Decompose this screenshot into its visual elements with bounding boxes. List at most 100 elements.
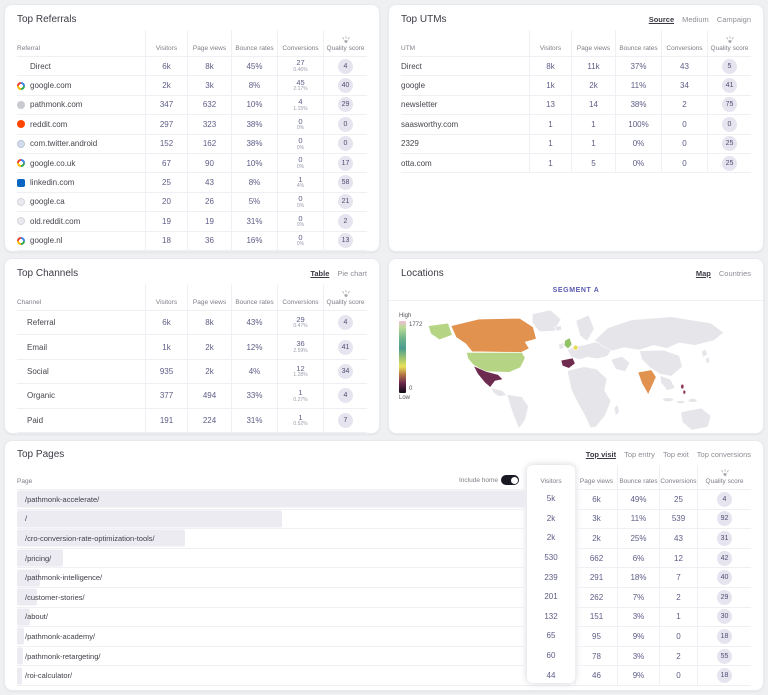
column-header-conversions: Conversions (661, 30, 707, 56)
visitors-value: 8k (529, 56, 571, 76)
page-row[interactable]: /roi-calculator/ 44 46 9% 0 18 (17, 665, 751, 685)
channel-row[interactable]: Paid 191 224 31% 1 0.52% 7 (17, 407, 367, 432)
utm-label: saasworthy.com (401, 119, 459, 129)
page-row[interactable]: /cro-conversion-rate-optimization-tools/… (17, 528, 751, 548)
conversions-value: 1 (298, 174, 303, 184)
column-header-page: Page (17, 478, 33, 485)
utm-row[interactable]: otta.com 1 5 0% 0 25 (401, 152, 751, 173)
column-header-conversions: Conversions (277, 30, 323, 56)
visitors-value: 1k (529, 75, 571, 95)
map-country-netherlands[interactable] (572, 344, 579, 351)
referral-row[interactable]: Direct 6k 8k 45% 27 0.46% 4 (17, 56, 367, 76)
page-views-value: 323 (187, 114, 231, 134)
utm-row[interactable]: newsletter 13 14 38% 2 75 (401, 94, 751, 115)
include-home-label: Include home (458, 476, 498, 484)
referral-row[interactable]: reddit.com 297 323 38% 0 0% 0 (17, 114, 367, 134)
utm-row[interactable]: Direct 8k 11k 37% 43 5 (401, 56, 751, 76)
page-row[interactable]: /customer-stories/ 201 262 7% 2 29 (17, 586, 751, 607)
pages-table: Page Include home Visitors Page views Bo… (5, 465, 763, 686)
utm-row[interactable]: google 1k 2k 11% 34 41 (401, 75, 751, 95)
page-row[interactable]: / 2k 3k 11% 539 92 (17, 508, 751, 529)
bounce-rate-value: 11% (615, 75, 661, 95)
referral-row[interactable]: pathmonk.com 347 632 10% 4 1.15% 29 (17, 94, 367, 115)
conversions-percent: 0.47% (293, 323, 308, 330)
referral-row[interactable]: google.com 2k 3k 8% 45 2.17% 40 (17, 75, 367, 95)
dashboard: Top Referrals Referral Visitors Page vie… (4, 4, 764, 691)
page-row[interactable]: /pricing/ 530 662 6% 12 42 (17, 547, 751, 568)
referral-row[interactable]: google.nl 18 36 16% 0 0% 13 (17, 230, 367, 250)
tab-medium[interactable]: Medium (682, 15, 709, 24)
page-visitors-bar (17, 667, 22, 685)
map-country-alaska[interactable] (428, 322, 453, 341)
page-row[interactable]: /pathmonk-intelligence/ 239 291 18% 7 40 (17, 567, 751, 587)
map-country-mexico[interactable] (473, 365, 504, 388)
channel-row[interactable]: Referral 6k 8k 43% 29 0.47% 4 (17, 310, 367, 335)
referral-row[interactable]: old.reddit.com 19 19 31% 0 0% 2 (17, 211, 367, 231)
referral-favicon (17, 178, 25, 187)
tab-pie-chart[interactable]: Pie chart (337, 269, 367, 278)
tab-map[interactable]: Map (695, 269, 711, 278)
visitors-value: 2k (546, 513, 556, 523)
tab-campaign[interactable]: Campaign (716, 15, 751, 24)
map-country-uk[interactable] (563, 337, 573, 350)
conversions-percent: 0% (296, 241, 305, 248)
page-views-value: 43 (187, 172, 231, 192)
page-views-value: 2k (187, 334, 231, 359)
referral-row[interactable]: linkedin.com 25 43 8% 1 4% 58 (17, 172, 367, 192)
conversions-value: 1 (298, 412, 303, 422)
tab-top-exit[interactable]: Top exit (662, 450, 689, 459)
conversions-percent: 0.46% (293, 66, 308, 73)
referral-row[interactable]: google.ca 20 26 5% 0 0% 21 (17, 191, 367, 212)
bounce-rate-value: 45% (231, 56, 277, 76)
quality-score-badge: 29 (717, 589, 732, 605)
conversions-value: 27 (296, 58, 305, 68)
top-utms-panel: Top UTMs Source Medium Campaign UTM Visi… (388, 4, 764, 252)
tab-top-entry[interactable]: Top entry (624, 450, 655, 459)
include-home-toggle[interactable] (501, 475, 519, 485)
map-scandinavia (575, 314, 595, 342)
map-country-canada[interactable] (450, 318, 537, 353)
utm-row[interactable]: 2329 1 1 0% 0 25 (401, 133, 751, 153)
visitors-value: 6k (145, 310, 187, 335)
channels-table: Channel Visitors Page views Bounce rates… (5, 284, 379, 433)
map-country-india[interactable] (637, 369, 657, 396)
tab-source[interactable]: Source (648, 15, 675, 24)
tab-countries[interactable]: Countries (718, 269, 751, 278)
channel-row[interactable]: Email 1k 2k 12% 36 2.59% 41 (17, 334, 367, 359)
referral-row[interactable]: google.co.uk 67 90 10% 0 0% 17 (17, 152, 367, 173)
channel-row[interactable]: Organic 377 494 33% 1 0.27% 4 (17, 383, 367, 408)
quality-score-badge: 42 (717, 550, 732, 566)
page-views-value: 8k (187, 56, 231, 76)
bounce-rate-value: 3% (617, 606, 659, 627)
visitors-value: 5k (546, 494, 556, 504)
map-indonesia (662, 397, 674, 402)
map-australia (680, 407, 712, 431)
page-row[interactable]: /pathmonk-accelerate/ 5k 6k 49% 25 4 (17, 489, 751, 509)
quality-score-badge: 34 (338, 363, 353, 379)
visitors-value: 25 (145, 172, 187, 192)
page-row[interactable]: /about/ 132 151 3% 1 30 (17, 606, 751, 627)
quality-score-badge: 4 (717, 491, 732, 507)
page-row[interactable]: /pathmonk-academy/ 65 95 9% 0 18 (17, 626, 751, 646)
map-country-philippines[interactable] (680, 383, 685, 390)
pages-table-header: Page Include home Visitors Page views Bo… (17, 465, 751, 489)
tab-top-conversions[interactable]: Top conversions (696, 450, 751, 459)
page-path: /roi-calculator/ (25, 671, 73, 681)
quality-score-badge: 18 (717, 628, 732, 644)
map-country-usa[interactable] (466, 352, 526, 373)
referral-label: com.twitter.android (30, 139, 98, 149)
bounce-rate-value: 38% (231, 114, 277, 134)
channel-row[interactable]: Social 935 2k 4% 12 1.28% 34 (17, 358, 367, 384)
bounce-rate-value: 0% (615, 133, 661, 153)
referral-row[interactable]: com.twitter.android 152 162 38% 0 0% 0 (17, 133, 367, 153)
page-row[interactable]: /pathmonk-retargeting/ 60 78 3% 2 55 (17, 645, 751, 666)
world-map[interactable] (417, 304, 735, 431)
map-country-philippines[interactable] (682, 389, 687, 395)
tab-top-visit[interactable]: Top visit (585, 450, 617, 459)
utm-row[interactable]: saasworthy.com 1 1 100% 0 0 (401, 114, 751, 134)
quality-score-badge: 25 (722, 155, 737, 171)
referral-favicon (17, 197, 25, 206)
map-country-spain[interactable] (560, 357, 576, 369)
map-southeast-asia (659, 375, 676, 391)
tab-table[interactable]: Table (310, 269, 330, 278)
